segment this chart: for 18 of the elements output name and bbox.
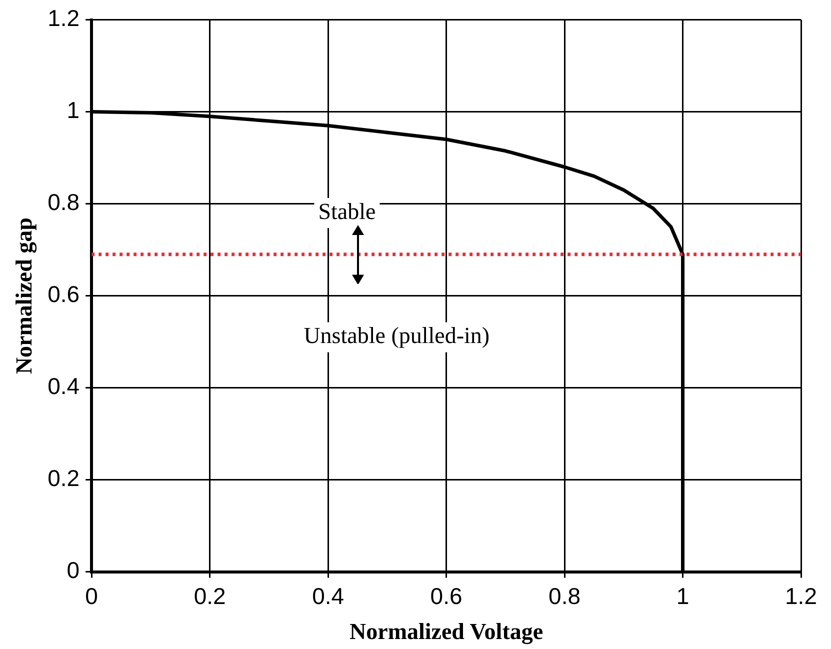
x-tick-label: 0.8 [548, 582, 581, 609]
y-tick-label: 0.4 [48, 373, 80, 400]
x-tick-label: 1 [676, 582, 690, 609]
annotation: Stable [318, 199, 376, 224]
x-tick-label: 0.2 [194, 582, 226, 609]
x-tick-label: 1.2 [785, 582, 817, 609]
y-tick-label: 0.8 [48, 189, 80, 216]
y-tick-label: 0.2 [48, 465, 80, 492]
x-axis-title: Normalized Voltage [350, 619, 544, 646]
y-axis-title: Normalized gap [12, 218, 38, 374]
x-tick-label: 0.4 [312, 582, 344, 609]
y-tick-label: 0 [66, 557, 80, 584]
y-tick-label: 0.6 [48, 281, 80, 308]
x-tick-label: 0 [85, 582, 98, 609]
y-tick-label: 1.2 [48, 5, 80, 32]
x-tick-label: 0.6 [430, 582, 462, 609]
annotation: Unstable (pulled-in) [304, 323, 490, 348]
y-tick-label: 1 [66, 97, 80, 124]
